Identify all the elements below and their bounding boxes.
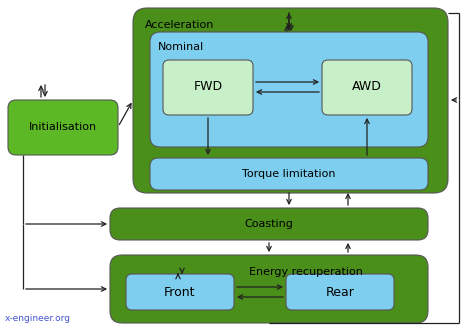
Text: Torque limitation: Torque limitation [242,169,336,179]
FancyBboxPatch shape [133,8,448,193]
Text: Coasting: Coasting [245,219,293,229]
Text: FWD: FWD [193,80,223,93]
Text: Nominal: Nominal [158,42,204,52]
FancyBboxPatch shape [126,274,234,310]
Text: x-engineer.org: x-engineer.org [5,314,71,323]
FancyBboxPatch shape [286,274,394,310]
Text: AWD: AWD [352,80,382,93]
FancyBboxPatch shape [322,60,412,115]
FancyBboxPatch shape [150,32,428,147]
FancyBboxPatch shape [110,255,428,323]
Text: Initialisation: Initialisation [29,122,97,132]
Text: Rear: Rear [326,286,355,299]
FancyBboxPatch shape [150,158,428,190]
FancyBboxPatch shape [110,208,428,240]
FancyBboxPatch shape [163,60,253,115]
Text: Acceleration: Acceleration [145,20,214,30]
Text: Front: Front [164,286,196,299]
FancyBboxPatch shape [8,100,118,155]
Text: Energy recuperation: Energy recuperation [249,267,363,277]
